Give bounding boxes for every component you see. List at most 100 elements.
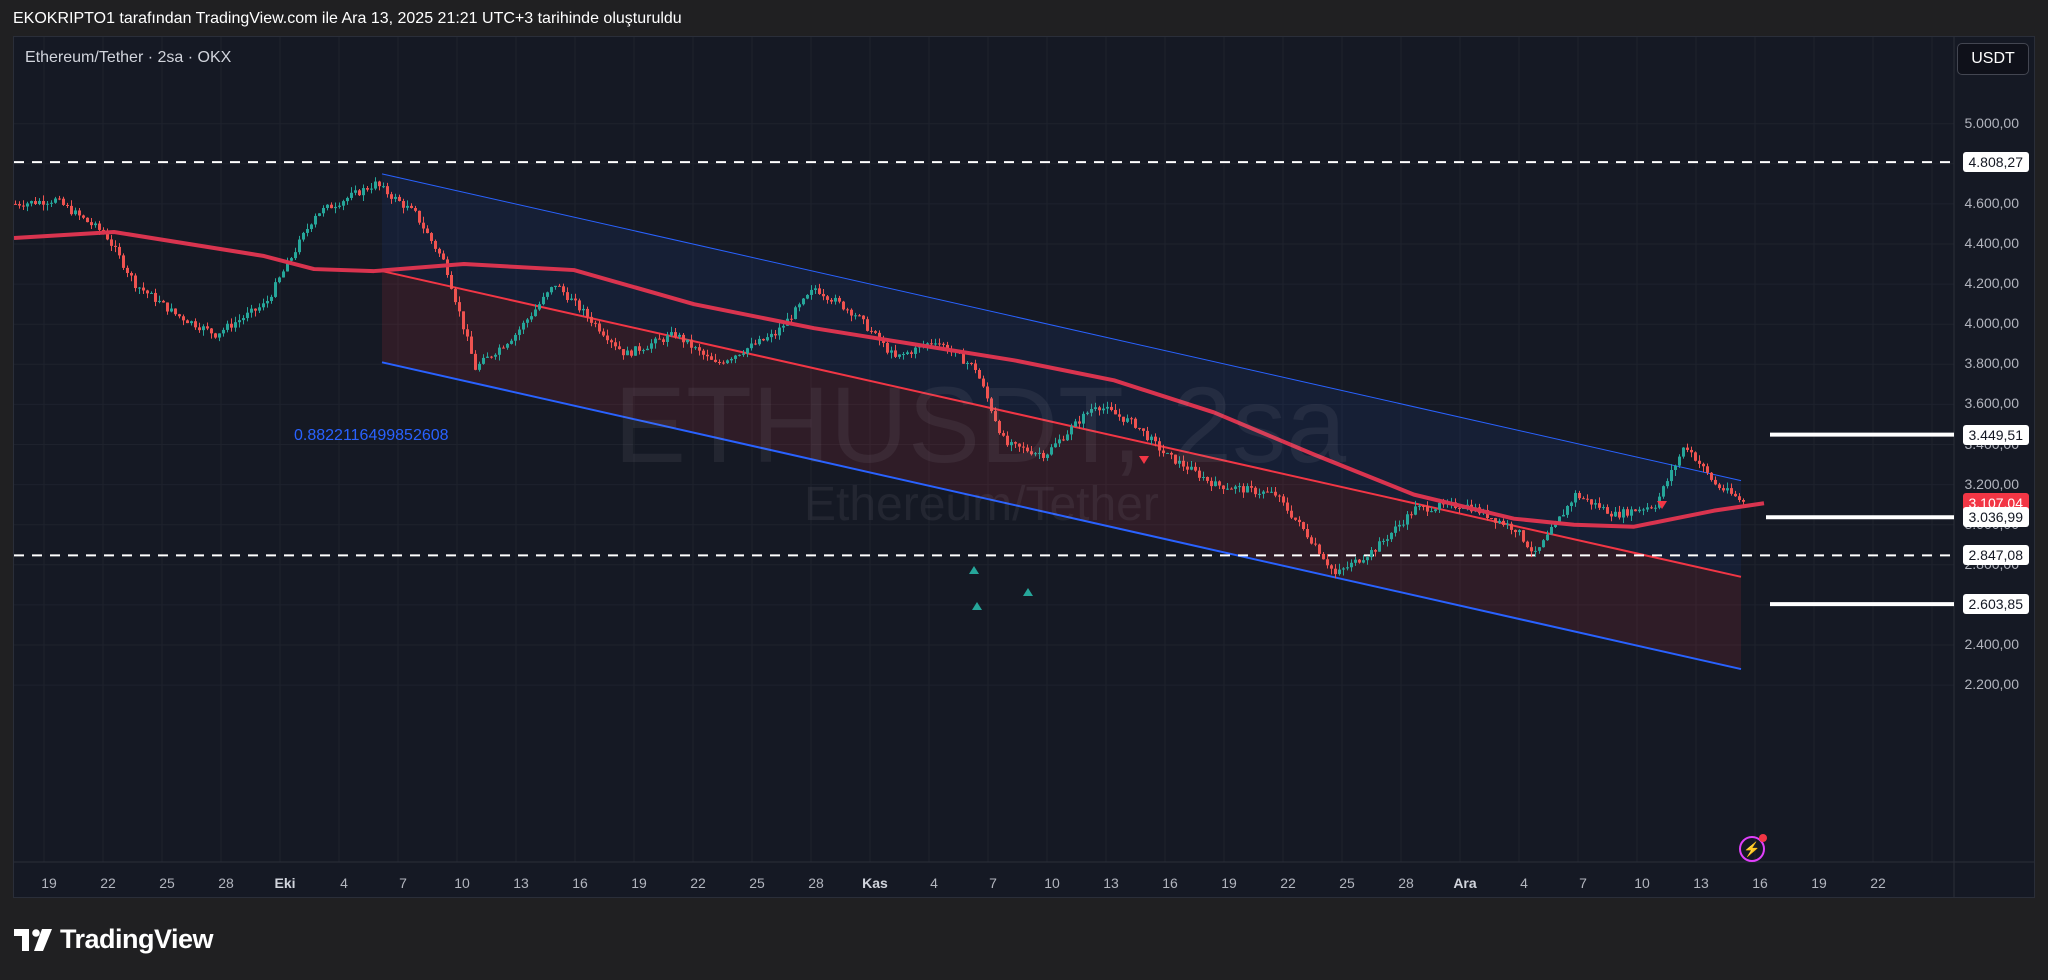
candle-body	[1654, 507, 1657, 509]
candle-body	[1430, 511, 1433, 513]
candle-body	[834, 297, 837, 302]
time-axis-label: 7	[1579, 875, 1587, 891]
candle-body	[794, 307, 797, 320]
candle-body	[1078, 421, 1081, 424]
candle-body	[1386, 539, 1389, 541]
candle-body	[426, 228, 429, 234]
candle-body	[1406, 514, 1409, 525]
candle-body	[970, 362, 973, 364]
candle-body	[118, 246, 121, 256]
candle-body	[654, 338, 657, 344]
candle-body	[38, 201, 41, 205]
candle-body	[1606, 507, 1609, 514]
currency-button[interactable]: USDT	[1957, 43, 2029, 75]
time-axis-label: 19	[631, 875, 647, 891]
candle-body	[342, 201, 345, 206]
candle-body	[710, 356, 713, 360]
candle-body	[34, 201, 37, 205]
candle-body	[678, 334, 681, 337]
time-axis-label: 28	[218, 875, 234, 891]
candle-body	[846, 309, 849, 311]
candle-body	[378, 181, 381, 187]
candle-body	[1274, 491, 1277, 496]
candle-body	[602, 331, 605, 336]
candle-body	[1374, 550, 1377, 552]
candle-body	[326, 204, 329, 208]
candle-body	[614, 342, 617, 347]
candle-body	[578, 300, 581, 311]
candle-body	[242, 318, 245, 321]
candle-body	[1162, 450, 1165, 454]
candle-body	[738, 354, 741, 356]
candle-body	[1742, 499, 1745, 502]
candle-body	[1382, 540, 1385, 542]
price-scale-label: 5.000,00	[1964, 114, 2020, 131]
candle-body	[606, 335, 609, 341]
candle-body	[1458, 507, 1461, 509]
candle-body	[226, 323, 229, 330]
time-axis-label: 28	[1398, 875, 1414, 891]
symbol-title[interactable]: Ethereum/Tether · 2sa · OKX	[25, 49, 232, 66]
candle-body	[1350, 562, 1353, 568]
candle-body	[634, 346, 637, 356]
time-axis-label: 22	[690, 875, 706, 891]
candle-body	[1426, 506, 1429, 512]
candle-body	[1246, 486, 1249, 493]
candle-body	[450, 275, 453, 289]
time-axis-label: 10	[1634, 875, 1650, 891]
candle-body	[1254, 487, 1257, 495]
candle-body	[1734, 493, 1737, 497]
candle-body	[1598, 503, 1601, 508]
candle-body	[586, 308, 589, 317]
price-scale-label: 4.000,00	[1964, 315, 2020, 332]
channel-upper-fill	[382, 173, 1741, 577]
candle-body	[1334, 568, 1337, 575]
candle-body	[1602, 507, 1605, 509]
candle-body	[998, 421, 1001, 434]
candle-body	[1662, 486, 1665, 497]
level-price-tag: 2.847,08	[1962, 545, 2029, 566]
candle-body	[146, 290, 149, 294]
candle-body	[1710, 472, 1713, 480]
candle-body	[1682, 447, 1685, 457]
candle-body	[182, 316, 185, 321]
candle-body	[638, 346, 641, 351]
candle-body	[590, 316, 593, 323]
candle-body	[818, 288, 821, 294]
candle-body	[286, 260, 289, 272]
candle-body	[1270, 491, 1273, 493]
candle-body	[662, 339, 665, 343]
chart-pane[interactable]: ETHUSDT, 2sa Ethereum/Tether Ethereum/Te…	[13, 36, 2035, 898]
candle-body	[790, 318, 793, 320]
candle-body	[154, 292, 157, 302]
candle-body	[230, 323, 233, 328]
lightning-icon[interactable]: ⚡	[1739, 836, 1765, 862]
candle-body	[170, 308, 173, 312]
candle-body	[422, 222, 425, 229]
tradingview-logo[interactable]: TradingView	[14, 924, 214, 955]
chart-canvas[interactable]	[14, 37, 2034, 897]
candle-body	[386, 186, 389, 195]
candle-body	[1570, 502, 1573, 507]
candle-body	[330, 204, 333, 209]
candle-body	[1034, 453, 1037, 455]
candle-body	[438, 248, 441, 254]
candle-body	[1126, 418, 1129, 422]
candle-body	[366, 188, 369, 190]
candle-body	[1178, 460, 1181, 464]
candle-body	[674, 332, 677, 337]
candle-body	[1694, 452, 1697, 461]
channel-upper-line	[381, 173, 1742, 482]
candle-body	[1074, 421, 1077, 427]
candle-body	[1086, 412, 1089, 414]
candle-body	[1558, 516, 1561, 523]
candle-body	[542, 296, 545, 305]
candle-body	[1690, 449, 1693, 453]
time-axis-label: 16	[1162, 875, 1178, 891]
candle-body	[858, 315, 861, 317]
candle-body	[702, 350, 705, 355]
price-scale-label: 3.200,00	[1964, 475, 2020, 492]
candle-body	[570, 298, 573, 301]
candle-body	[1014, 442, 1017, 444]
candle-body	[598, 323, 601, 332]
